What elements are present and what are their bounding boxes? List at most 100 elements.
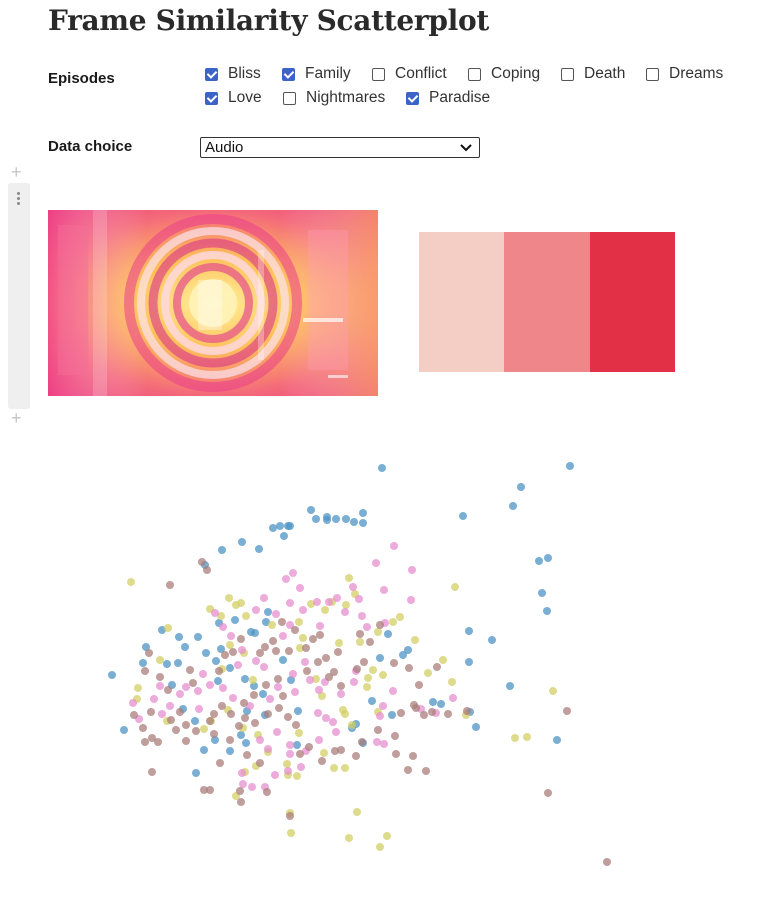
scatter-point xyxy=(424,669,432,677)
scatter-point xyxy=(294,707,302,715)
scatter-point xyxy=(219,684,227,692)
scatter-point xyxy=(289,670,297,678)
scatter-point xyxy=(130,711,138,719)
add-cell-above-icon[interactable]: + xyxy=(11,162,22,182)
scatter-point xyxy=(229,648,237,656)
scatter-point xyxy=(296,584,304,592)
scatter-point xyxy=(293,772,301,780)
checkbox-box[interactable] xyxy=(646,67,659,81)
checkbox-paradise[interactable]: Paradise xyxy=(406,88,490,108)
scatter-point xyxy=(409,752,417,760)
scatter-point xyxy=(158,710,166,718)
scatter-point xyxy=(154,738,162,746)
checkbox-coping[interactable]: Coping xyxy=(468,64,540,84)
frame-thumbnail xyxy=(48,210,378,396)
checkbox-conflict[interactable]: Conflict xyxy=(372,64,447,84)
scatter-point xyxy=(279,632,287,640)
scatter-point xyxy=(322,654,330,662)
scatter-point xyxy=(148,768,156,776)
scatter-point xyxy=(323,516,331,524)
checkbox-nightmares[interactable]: Nightmares xyxy=(283,88,385,108)
add-cell-below-icon[interactable]: + xyxy=(11,408,22,428)
scatter-point xyxy=(404,766,412,774)
scatter-point xyxy=(307,506,315,514)
scatter-point xyxy=(350,678,358,686)
scatter-point xyxy=(272,647,280,655)
scatter-point xyxy=(356,630,364,638)
scatter-point xyxy=(289,569,297,577)
checkbox-box[interactable] xyxy=(561,67,574,81)
scatter-point xyxy=(221,651,229,659)
scatter-point xyxy=(374,628,382,636)
scatter-point xyxy=(363,623,371,631)
scatter-point xyxy=(364,674,372,682)
palette-swatch xyxy=(589,232,675,372)
scatter-point xyxy=(444,710,452,718)
scatter-point xyxy=(226,641,234,649)
scatter-point xyxy=(229,694,237,702)
scatter-point xyxy=(286,621,294,629)
scatter-point xyxy=(333,594,341,602)
scatter-point xyxy=(181,643,189,651)
scatter-point xyxy=(287,829,295,837)
scatter-point xyxy=(366,638,374,646)
cell-drag-handle[interactable] xyxy=(8,183,30,409)
scatter-point xyxy=(226,747,234,755)
scatter-point xyxy=(295,729,303,737)
scatter-point xyxy=(231,616,239,624)
checkbox-box[interactable] xyxy=(282,67,295,81)
scatter-point xyxy=(217,645,225,653)
scatter-point xyxy=(341,608,349,616)
scatter-point xyxy=(463,707,471,715)
scatter-point xyxy=(312,515,320,523)
scatter-point xyxy=(379,671,387,679)
scatter-point xyxy=(238,538,246,546)
scatter-point xyxy=(275,704,283,712)
scatter-point xyxy=(348,721,356,729)
scatter-point xyxy=(251,719,259,727)
checkbox-box[interactable] xyxy=(205,67,218,81)
scatter-point xyxy=(200,746,208,754)
scatter-point xyxy=(337,682,345,690)
scatter-point xyxy=(341,764,349,772)
checkbox-box[interactable] xyxy=(468,67,481,81)
checkbox-family[interactable]: Family xyxy=(282,64,351,84)
scatter-point xyxy=(217,612,225,620)
scatter-point xyxy=(268,621,276,629)
scatter-point xyxy=(260,594,268,602)
scatter-point xyxy=(276,522,284,530)
checkbox-death[interactable]: Death xyxy=(561,64,625,84)
palette-swatch xyxy=(504,232,590,372)
checkbox-dreams[interactable]: Dreams xyxy=(646,64,723,84)
scatter-point xyxy=(141,738,149,746)
scatter-point xyxy=(259,690,267,698)
checkbox-box[interactable] xyxy=(406,91,419,105)
scatter-point xyxy=(256,759,264,767)
scatter-point xyxy=(517,483,525,491)
scatter-point xyxy=(272,610,280,618)
checkbox-box[interactable] xyxy=(205,91,218,105)
checkbox-box[interactable] xyxy=(283,91,296,105)
scatter-point xyxy=(390,542,398,550)
scatter-point xyxy=(312,675,320,683)
scatter-point xyxy=(439,656,447,664)
scatter-point xyxy=(321,606,329,614)
checkbox-bliss[interactable]: Bliss xyxy=(205,64,261,84)
scatter-point xyxy=(237,599,245,607)
scatter-point xyxy=(214,677,222,685)
scatter-point xyxy=(428,708,436,716)
scatter-point xyxy=(225,594,233,602)
scatter-point xyxy=(388,711,396,719)
scatter-point xyxy=(566,462,574,470)
scatter-point xyxy=(264,608,272,616)
scatter-point xyxy=(392,750,400,758)
scatter-point xyxy=(506,682,514,690)
scatter-point xyxy=(376,843,384,851)
scatter-point xyxy=(511,734,519,742)
scatter-point xyxy=(286,812,294,820)
checkbox-love[interactable]: Love xyxy=(205,88,262,108)
scatter-point xyxy=(271,771,279,779)
checkbox-box[interactable] xyxy=(372,67,385,81)
data-choice-select[interactable]: Audio xyxy=(200,137,480,158)
scatter-point xyxy=(380,586,388,594)
